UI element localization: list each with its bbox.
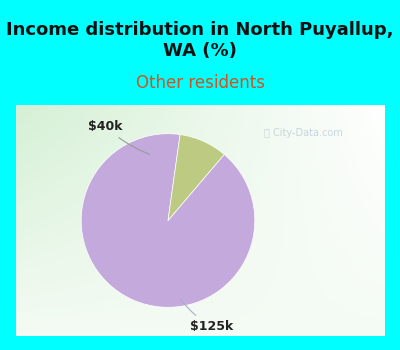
Text: Income distribution in North Puyallup,
WA (%): Income distribution in North Puyallup, W…	[6, 21, 394, 60]
Text: Other residents: Other residents	[136, 75, 264, 92]
Text: $125k: $125k	[180, 299, 233, 333]
Text: $40k: $40k	[88, 120, 150, 154]
Wedge shape	[81, 134, 255, 307]
Wedge shape	[168, 134, 224, 220]
Text: ⓘ City-Data.com: ⓘ City-Data.com	[264, 128, 342, 138]
